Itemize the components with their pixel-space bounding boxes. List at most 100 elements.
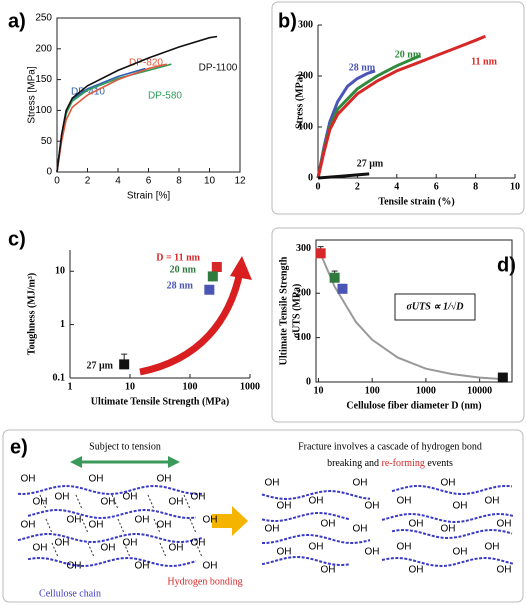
annotation-box [394, 293, 476, 321]
cellulose-chain [261, 489, 371, 501]
oh-group: OH [157, 520, 172, 531]
hydrogen-bond [183, 494, 191, 510]
series-label: 20 nm [170, 264, 197, 275]
hydrogen-bond [87, 542, 95, 558]
x-tick-label: 10 [510, 181, 520, 192]
series-label: DP-820 [129, 58, 163, 69]
oh-group: OH [169, 543, 184, 554]
y-tick-label: 50 [41, 136, 53, 147]
series-line [56, 35, 218, 173]
oh-group: OH [157, 474, 172, 485]
series-label: D = 11 nm [156, 252, 200, 263]
hydrogen-bond [39, 494, 47, 510]
point [337, 283, 348, 294]
x-tick-label: 1000 [416, 385, 436, 396]
x-tick-label: 6 [146, 176, 152, 187]
panel-border [271, 1, 525, 215]
oh-group: OH [135, 515, 150, 526]
oh-group: OH [497, 519, 512, 530]
x-tick-label: 0 [316, 181, 321, 192]
series-label: DP-580 [148, 91, 182, 102]
plot-frame [315, 239, 513, 383]
oh-group: OH [89, 474, 104, 485]
panel-label: e) [10, 436, 28, 458]
y-tick-label: 0 [308, 172, 313, 183]
x-tick-label: 12 [234, 176, 246, 187]
x-tick-label: 10 [125, 381, 135, 392]
oh-group: OH [191, 492, 206, 503]
oh-group: OH [485, 496, 500, 507]
point [119, 359, 130, 370]
y-tick-label: 250 [35, 13, 52, 24]
oh-group: OH [441, 478, 456, 489]
chain-label: Cellulose chain [39, 588, 101, 599]
oh-group: OH [397, 496, 412, 507]
oh-group: OH [123, 538, 138, 549]
x-tick-label: 1000 [240, 381, 260, 392]
cellulose-chain [381, 512, 515, 524]
series-line [317, 172, 370, 180]
hydrogen-bond [75, 494, 83, 510]
hydrogen-bond [189, 518, 197, 534]
oh-group: OH [265, 478, 280, 489]
hydrogen-bond [117, 518, 125, 534]
x-tick-label: 10 [313, 385, 323, 396]
y-tick-label: 200 [296, 288, 311, 299]
y-axis-label: Toughness (MJ/m³) [26, 273, 37, 355]
oh-group: OH [485, 542, 500, 553]
x-tick-label: 2 [85, 176, 91, 187]
x-tick-label: 10000 [467, 385, 492, 396]
diagram-e: Subject to tension Fracture involves a c… [39, 441, 482, 599]
y-tick-label: 0 [46, 167, 52, 178]
oh-group: OH [33, 497, 48, 508]
cellulose-chain [391, 485, 513, 495]
oh-group: OH [453, 547, 468, 558]
hydrogen-bond [81, 518, 89, 534]
hydrogen-bond [159, 542, 167, 558]
oh-group: OH [309, 496, 324, 507]
cellulose-chain [261, 555, 351, 567]
panel-border [2, 429, 524, 603]
oh-group: OH [101, 497, 116, 508]
x-tick-label: 8 [473, 181, 478, 192]
y-axis-label: Stress [MPa] [27, 66, 38, 123]
arrow-head [168, 456, 180, 468]
series-label: 28 nm [167, 280, 194, 291]
y-axis-label: Ultimate Tensile Strength [278, 256, 289, 365]
point [497, 372, 508, 383]
hydrogen-bond [153, 518, 161, 534]
oh-group: OH [101, 543, 116, 554]
panel-label: c) [8, 228, 26, 250]
x-axis-label: Strain [%] [127, 191, 171, 202]
oh-group: OH [409, 565, 424, 576]
annotation: σUTS ∝ 1/√D [407, 301, 464, 312]
y-tick-label: 100 [35, 105, 52, 116]
x-tick-label: 8 [176, 176, 182, 187]
trend-arrow-head [230, 256, 252, 280]
series-label: 28 nm [349, 62, 376, 73]
oh-group: OH [67, 561, 82, 572]
cellulose-chain [262, 534, 371, 544]
process-arrow [212, 506, 248, 536]
oh-group: OH [321, 519, 336, 530]
caption: breaking and re-forming events [327, 458, 453, 469]
cellulose-chain [27, 508, 197, 520]
y-tick-label: 300 [296, 243, 311, 254]
oh-group: OH [353, 478, 368, 489]
y-tick-label: 100 [298, 121, 313, 132]
y-tick-label: 300 [298, 19, 313, 30]
oh-group: OH [365, 547, 380, 558]
oh-group: OH [365, 501, 380, 512]
oh-group: OH [55, 538, 70, 549]
x-tick-label: 4 [115, 176, 121, 187]
cellulose-chain [17, 533, 203, 543]
oh-group: OH [191, 538, 206, 549]
x-tick-label: 0 [54, 176, 60, 187]
hydrogen-bond [111, 494, 119, 510]
caption: Fracture involves a cascade of hydrogen … [298, 441, 482, 452]
cellulose-chain [27, 556, 197, 568]
x-tick-label: 6 [434, 181, 439, 192]
point [204, 284, 215, 295]
panel-border [271, 227, 525, 423]
